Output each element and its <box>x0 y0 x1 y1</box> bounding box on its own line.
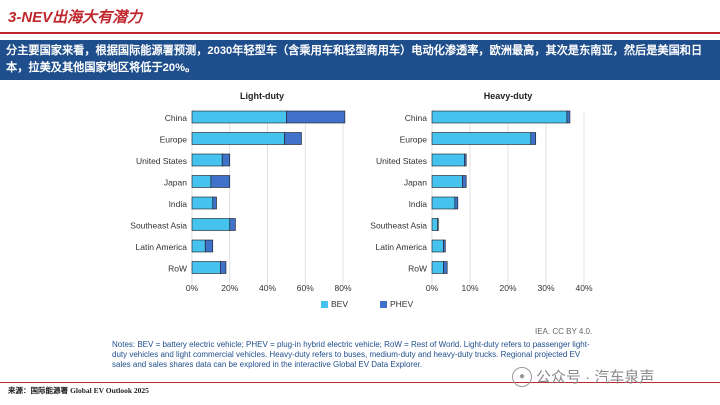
category-label: Latin America <box>376 242 428 252</box>
bev-bar <box>431 132 532 145</box>
phev-bar <box>454 196 459 210</box>
legend-label-phev: PHEV <box>390 299 413 309</box>
phev-bar <box>220 261 227 274</box>
bev-bar <box>191 153 223 167</box>
bev-bar <box>191 196 214 210</box>
phev-bar <box>530 132 537 145</box>
x-tick-label: 0% <box>426 283 439 293</box>
ev-share-chart: Light-duty 0% 20% 40% 60% 80% China Europe Unite… <box>130 91 593 309</box>
source-line: 来源：国际能源署 Global EV Outlook 2025 <box>8 385 149 396</box>
bev-bar <box>191 110 287 124</box>
legend-swatch-phev <box>380 301 387 308</box>
bev-bar <box>431 261 444 274</box>
x-tick-label: 0% <box>186 283 199 293</box>
credit-label: IEA. CC BY 4.0. <box>535 327 593 336</box>
x-tick-label: 30% <box>537 283 554 293</box>
footer-divider <box>0 382 720 383</box>
category-label: China <box>405 113 427 123</box>
phev-bar <box>566 110 571 124</box>
category-label: India <box>169 199 188 209</box>
x-tick-label: 20% <box>499 283 516 293</box>
x-tick-label: 60% <box>297 283 314 293</box>
category-label: Southeast Asia <box>370 221 427 231</box>
category-label: Latin America <box>136 242 188 252</box>
bev-bar <box>431 175 463 188</box>
title-divider <box>0 32 720 34</box>
category-label: RoW <box>408 264 427 274</box>
category-label: India <box>409 199 428 209</box>
phev-bar <box>463 153 467 167</box>
phev-bar <box>443 239 446 253</box>
phev-bar <box>210 175 231 188</box>
slide-title: 3-NEV出海大有潜力 <box>8 9 143 26</box>
x-tick-label: 20% <box>221 283 238 293</box>
phev-bar <box>286 110 346 124</box>
phev-bar <box>284 132 302 145</box>
bev-bar <box>431 196 456 210</box>
watermark-text: 公众号 · 汽车泉声 <box>536 369 655 386</box>
category-label: Southeast Asia <box>130 221 187 231</box>
category-label: Europe <box>160 135 188 145</box>
x-tick-label: 80% <box>334 283 351 293</box>
phev-bar <box>204 239 214 253</box>
summary-banner: 分主要国家来看，根据国际能源署预测，2030年轻型车（含乘用车和轻型商用车）电动… <box>0 40 720 80</box>
x-tick-label: 40% <box>259 283 276 293</box>
bev-bar <box>431 110 568 124</box>
phev-bar <box>229 218 236 231</box>
category-label: Japan <box>164 178 187 188</box>
category-label: RoW <box>168 264 187 274</box>
phev-bar <box>221 153 231 167</box>
bev-bar <box>431 239 444 253</box>
phev-bar <box>462 175 467 188</box>
chart-notes: Notes: BEV = battery electric vehicle; P… <box>112 340 590 369</box>
panel-title: Heavy-duty <box>484 91 533 101</box>
phev-bar <box>437 218 439 231</box>
bev-bar <box>191 261 221 274</box>
panel-title: Light-duty <box>240 91 284 101</box>
source-label: 来源：国际能源署 <box>8 386 68 395</box>
category-label: United States <box>136 156 187 166</box>
legend-swatch-bev <box>321 301 328 308</box>
phev-bar <box>443 261 448 274</box>
wechat-icon: ● <box>512 366 532 387</box>
bev-bar <box>191 175 212 188</box>
x-tick-label: 10% <box>461 283 478 293</box>
bev-bar <box>191 239 206 253</box>
bev-bar <box>191 218 231 231</box>
x-tick-label: 40% <box>575 283 592 293</box>
category-label: China <box>165 113 187 123</box>
bev-bar <box>431 153 465 167</box>
bev-bar <box>191 132 285 145</box>
legend-label-bev: BEV <box>331 299 348 309</box>
category-label: United States <box>376 156 427 166</box>
category-label: Europe <box>400 135 428 145</box>
bev-bar <box>431 218 438 231</box>
source-document: Global EV Outlook 2025 <box>70 386 149 395</box>
category-label: Japan <box>404 178 427 188</box>
phev-bar <box>212 196 217 210</box>
watermark: ● 公众号 · 汽车泉声 <box>512 366 654 387</box>
